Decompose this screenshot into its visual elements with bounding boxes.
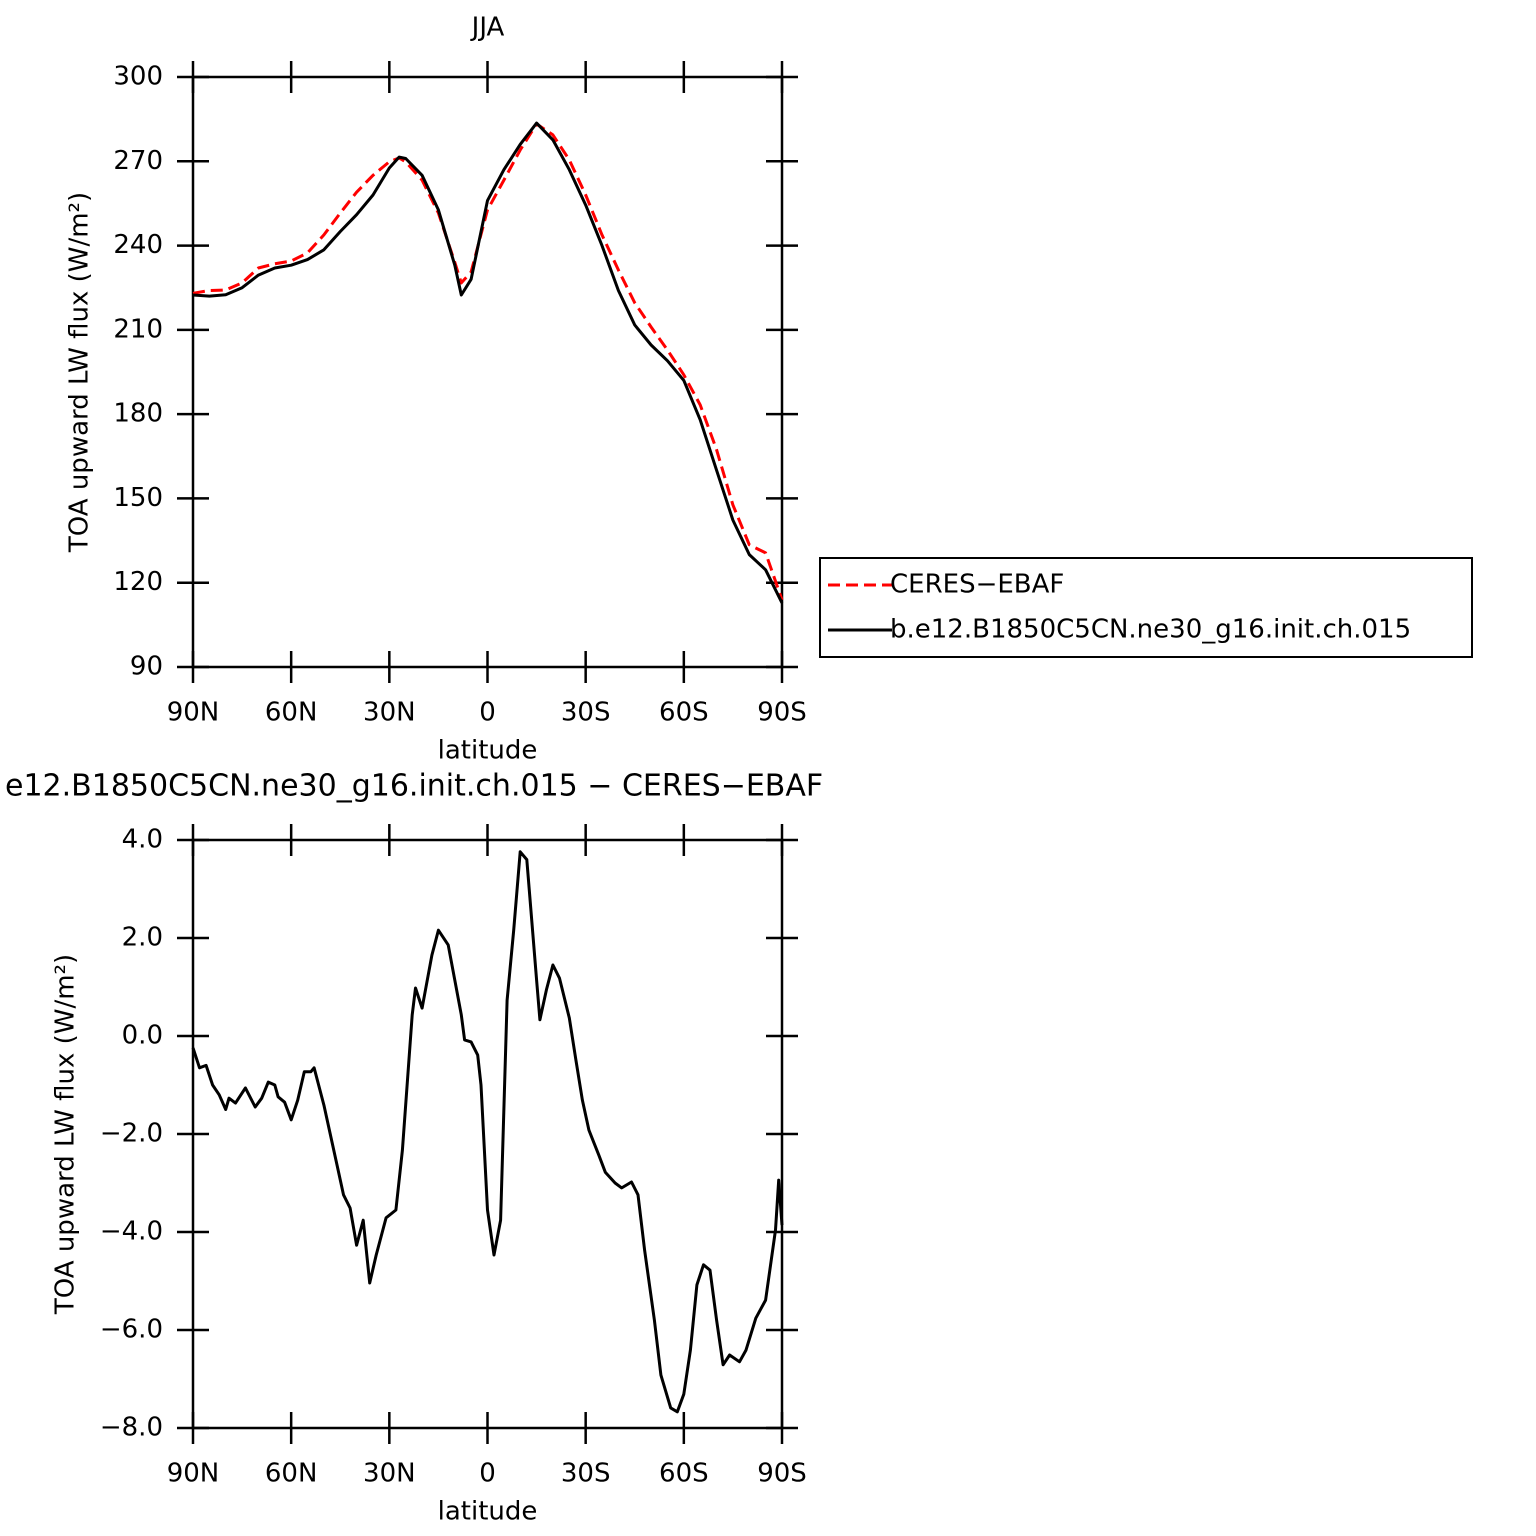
chart-title: e12.B1850C5CN.ne30_g16.init.ch.015 − CER… [5, 769, 823, 804]
legend-box [819, 557, 1473, 658]
x-tick-label: 90N [167, 1459, 220, 1489]
y-tick-label: 2.0 [122, 923, 163, 953]
legend-label: b.e12.B1850C5CN.ne30_g16.init.ch.015 [890, 615, 1411, 645]
y-tick-label: 4.0 [122, 825, 163, 855]
y-axis-label: TOA upward LW flux (W/m²) [51, 954, 81, 1315]
x-tick-label: 60N [265, 698, 318, 728]
x-tick-label: 0 [479, 1459, 496, 1489]
x-axis-label: latitude [438, 1497, 538, 1527]
y-tick-label: 180 [113, 399, 163, 429]
x-tick-label: 90N [167, 698, 220, 728]
y-tick-label: −4.0 [100, 1217, 163, 1247]
plot-frame [191, 75, 784, 669]
y-tick-label: 210 [113, 314, 163, 344]
x-tick-label: 0 [479, 698, 496, 728]
y-tick-label: −8.0 [100, 1413, 163, 1443]
x-tick-label: 90S [757, 698, 807, 728]
x-tick-label: 60N [265, 1459, 318, 1489]
y-tick-label: 120 [113, 567, 163, 597]
chart-title: JJA [470, 13, 505, 43]
plot-frame [191, 838, 784, 1430]
y-axis-label: TOA upward LW flux (W/m²) [65, 192, 95, 553]
y-tick-label: −2.0 [100, 1119, 163, 1149]
x-tick-label: 60S [659, 698, 709, 728]
y-tick-label: 240 [113, 230, 163, 260]
x-tick-label: 30N [363, 1459, 416, 1489]
data-line [192, 121, 784, 604]
x-tick-label: 30S [561, 1459, 611, 1489]
data-line [192, 122, 784, 601]
x-tick-label: 30N [363, 698, 416, 728]
y-tick-label: 0.0 [122, 1021, 163, 1051]
y-tick-label: 90 [130, 652, 163, 682]
x-axis-label: latitude [438, 736, 538, 766]
x-tick-label: 90S [757, 1459, 807, 1489]
x-tick-label: 60S [659, 1459, 709, 1489]
y-tick-label: 150 [113, 483, 163, 513]
x-tick-label: 30S [561, 698, 611, 728]
y-tick-label: 300 [113, 62, 163, 92]
legend-label: CERES−EBAF [890, 570, 1064, 600]
data-line [191, 850, 784, 1414]
y-tick-label: −6.0 [100, 1315, 163, 1345]
y-tick-label: 270 [113, 146, 163, 176]
